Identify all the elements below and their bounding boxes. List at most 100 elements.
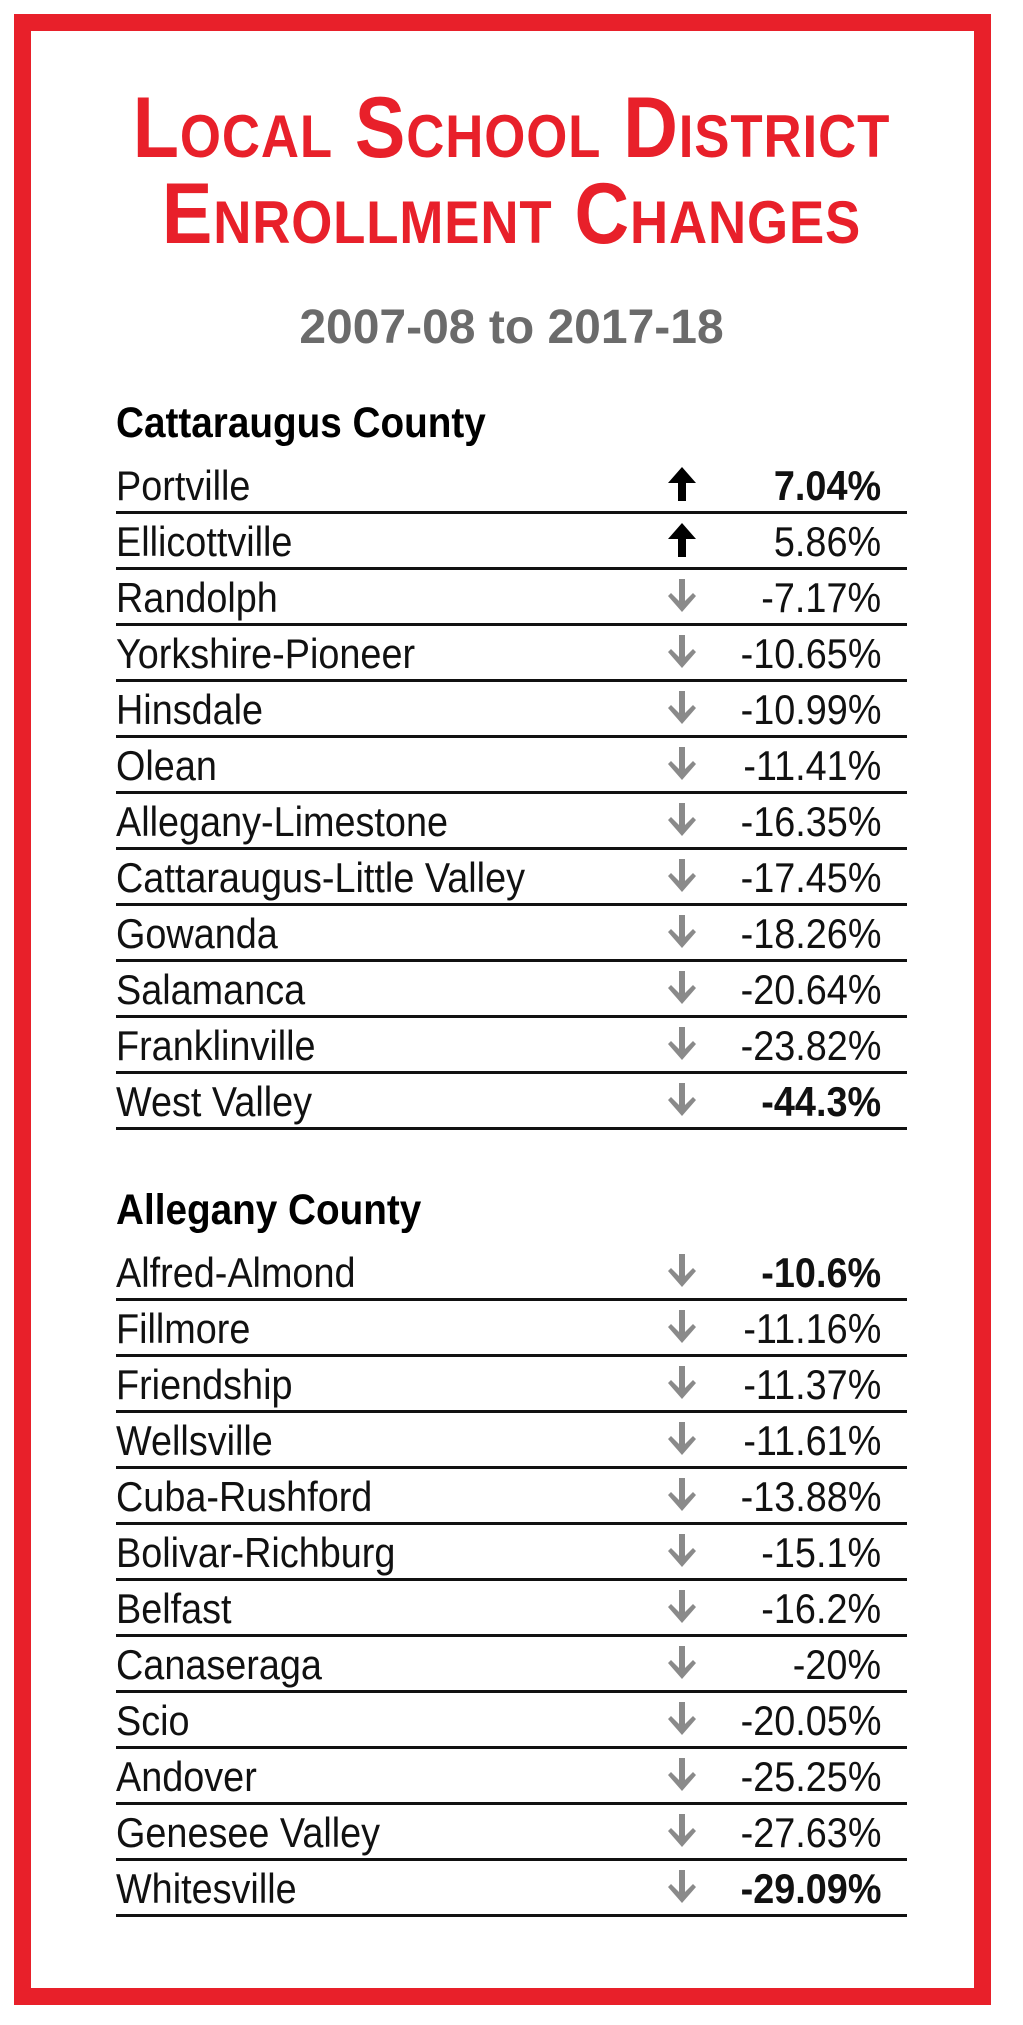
district-row: Friendship -11.37% xyxy=(116,1357,907,1413)
enrollment-change-value: -20.64% xyxy=(740,966,881,1013)
district-row: Hinsdale -10.99% xyxy=(116,682,907,738)
district-name: Yorkshire-Pioneer xyxy=(116,630,416,677)
district-row: Andover -25.25% xyxy=(116,1749,907,1805)
district-row: Fillmore -11.16% xyxy=(116,1301,907,1357)
arrow-down-icon xyxy=(668,971,696,1004)
enrollment-change-value: -20% xyxy=(792,1641,881,1688)
district-name: Wellsville xyxy=(116,1417,273,1464)
enrollment-change-value: -13.88% xyxy=(740,1473,881,1520)
enrollment-change-value: -20.05% xyxy=(740,1697,881,1744)
district-name: Belfast xyxy=(116,1585,232,1632)
district-name: West Valley xyxy=(116,1078,313,1125)
district-row: Randolph -7.17% xyxy=(116,570,907,626)
district-row: Belfast -16.2% xyxy=(116,1581,907,1637)
district-row: Yorkshire-Pioneer -10.65% xyxy=(116,626,907,682)
date-range-subtitle: 2007-08 to 2017-18 xyxy=(299,301,724,354)
arrow-down-icon xyxy=(668,1366,696,1399)
district-name: Cuba-Rushford xyxy=(116,1473,373,1520)
enrollment-change-value: -16.35% xyxy=(740,798,881,845)
enrollment-change-value: -7.17% xyxy=(761,574,881,621)
district-name: Scio xyxy=(116,1697,190,1744)
district-row: Gowanda -18.26% xyxy=(116,906,907,962)
district-name: Whitesville xyxy=(116,1865,297,1912)
arrow-down-icon xyxy=(668,1702,696,1735)
arrow-up-icon xyxy=(668,467,696,501)
district-name: Salamanca xyxy=(116,966,306,1013)
arrow-down-icon xyxy=(668,1478,696,1511)
district-name: Fillmore xyxy=(116,1305,251,1352)
enrollment-change-value: -18.26% xyxy=(740,910,881,957)
district-row: Genesee Valley -27.63% xyxy=(116,1805,907,1861)
enrollment-change-value: -25.25% xyxy=(740,1753,881,1800)
district-row: Olean -11.41% xyxy=(116,738,907,794)
enrollment-change-value: -11.41% xyxy=(743,742,881,789)
district-name: Franklinville xyxy=(116,1022,316,1069)
arrow-down-icon xyxy=(668,803,696,836)
district-row: Bolivar-Richburg -15.1% xyxy=(116,1525,907,1581)
arrow-down-icon xyxy=(668,691,696,724)
enrollment-change-value: -10.65% xyxy=(740,630,881,677)
enrollment-change-value: -15.1% xyxy=(761,1529,881,1576)
district-name: Genesee Valley xyxy=(116,1809,381,1856)
arrow-down-icon xyxy=(668,1254,696,1287)
enrollment-change-value: -27.63% xyxy=(740,1809,881,1856)
arrow-down-icon xyxy=(668,1027,696,1060)
district-row: Whitesville -29.09% xyxy=(116,1861,907,1917)
district-row: Cuba-Rushford -13.88% xyxy=(116,1469,907,1525)
district-row: Franklinville -23.82% xyxy=(116,1018,907,1074)
enrollment-change-value: -11.37% xyxy=(743,1361,881,1408)
red-border-frame xyxy=(14,14,991,2005)
enrollment-change-value: -10.6% xyxy=(761,1249,881,1296)
arrow-down-icon xyxy=(668,1758,696,1791)
district-name: Allegany-Limestone xyxy=(116,798,448,845)
section-heading: Cattaraugus County xyxy=(116,399,486,447)
enrollment-change-value: -23.82% xyxy=(740,1022,881,1069)
district-row: Allegany-Limestone -16.35% xyxy=(116,794,907,850)
district-row: Canaseraga -20% xyxy=(116,1637,907,1693)
enrollment-change-value: 5.86% xyxy=(773,518,881,565)
section-heading: Allegany County xyxy=(116,1186,422,1234)
district-name: Bolivar-Richburg xyxy=(116,1529,396,1576)
arrow-down-icon xyxy=(668,1534,696,1567)
title-line-1: Local School District xyxy=(132,80,891,176)
enrollment-change-value: -44.3% xyxy=(761,1078,881,1125)
arrow-down-icon xyxy=(668,1422,696,1455)
district-row: Cattaraugus-Little Valley -17.45% xyxy=(116,850,907,906)
district-name: Hinsdale xyxy=(116,686,264,733)
arrow-down-icon xyxy=(668,1310,696,1343)
district-name: Friendship xyxy=(116,1361,293,1408)
enrollment-change-value: 7.04% xyxy=(773,462,881,509)
district-name: Randolph xyxy=(116,574,278,621)
page-title: Local School District Enrollment Changes xyxy=(61,85,961,257)
enrollment-change-value: -10.99% xyxy=(740,686,881,733)
enrollment-change-value: -17.45% xyxy=(740,854,881,901)
enrollment-change-value: -29.09% xyxy=(740,1865,881,1912)
arrow-down-icon xyxy=(668,1646,696,1679)
district-row: Alfred-Almond -10.6% xyxy=(116,1245,907,1301)
arrow-down-icon xyxy=(668,859,696,892)
district-row: West Valley -44.3% xyxy=(116,1074,907,1130)
district-row: Scio -20.05% xyxy=(116,1693,907,1749)
arrow-down-icon xyxy=(668,915,696,948)
arrow-down-icon xyxy=(668,1590,696,1623)
enrollment-change-value: -16.2% xyxy=(761,1585,881,1632)
district-row: Wellsville -11.61% xyxy=(116,1413,907,1469)
district-row: Salamanca -20.64% xyxy=(116,962,907,1018)
arrow-down-icon xyxy=(668,579,696,612)
district-name: Canaseraga xyxy=(116,1641,322,1688)
arrow-down-icon xyxy=(668,747,696,780)
district-name: Alfred-Almond xyxy=(116,1249,356,1296)
arrow-down-icon xyxy=(668,635,696,668)
arrow-up-icon xyxy=(668,523,696,557)
district-row: Ellicottville 5.86% xyxy=(116,514,907,570)
district-name: Gowanda xyxy=(116,910,278,957)
district-name: Andover xyxy=(116,1753,257,1800)
district-row: Portville 7.04% xyxy=(116,458,907,514)
district-name: Cattaraugus-Little Valley xyxy=(116,854,526,901)
enrollment-change-value: -11.16% xyxy=(743,1305,881,1352)
district-name: Olean xyxy=(116,742,217,789)
arrow-down-icon xyxy=(668,1870,696,1903)
district-name: Ellicottville xyxy=(116,518,293,565)
district-name: Portville xyxy=(116,462,251,509)
enrollment-change-value: -11.61% xyxy=(743,1417,881,1464)
